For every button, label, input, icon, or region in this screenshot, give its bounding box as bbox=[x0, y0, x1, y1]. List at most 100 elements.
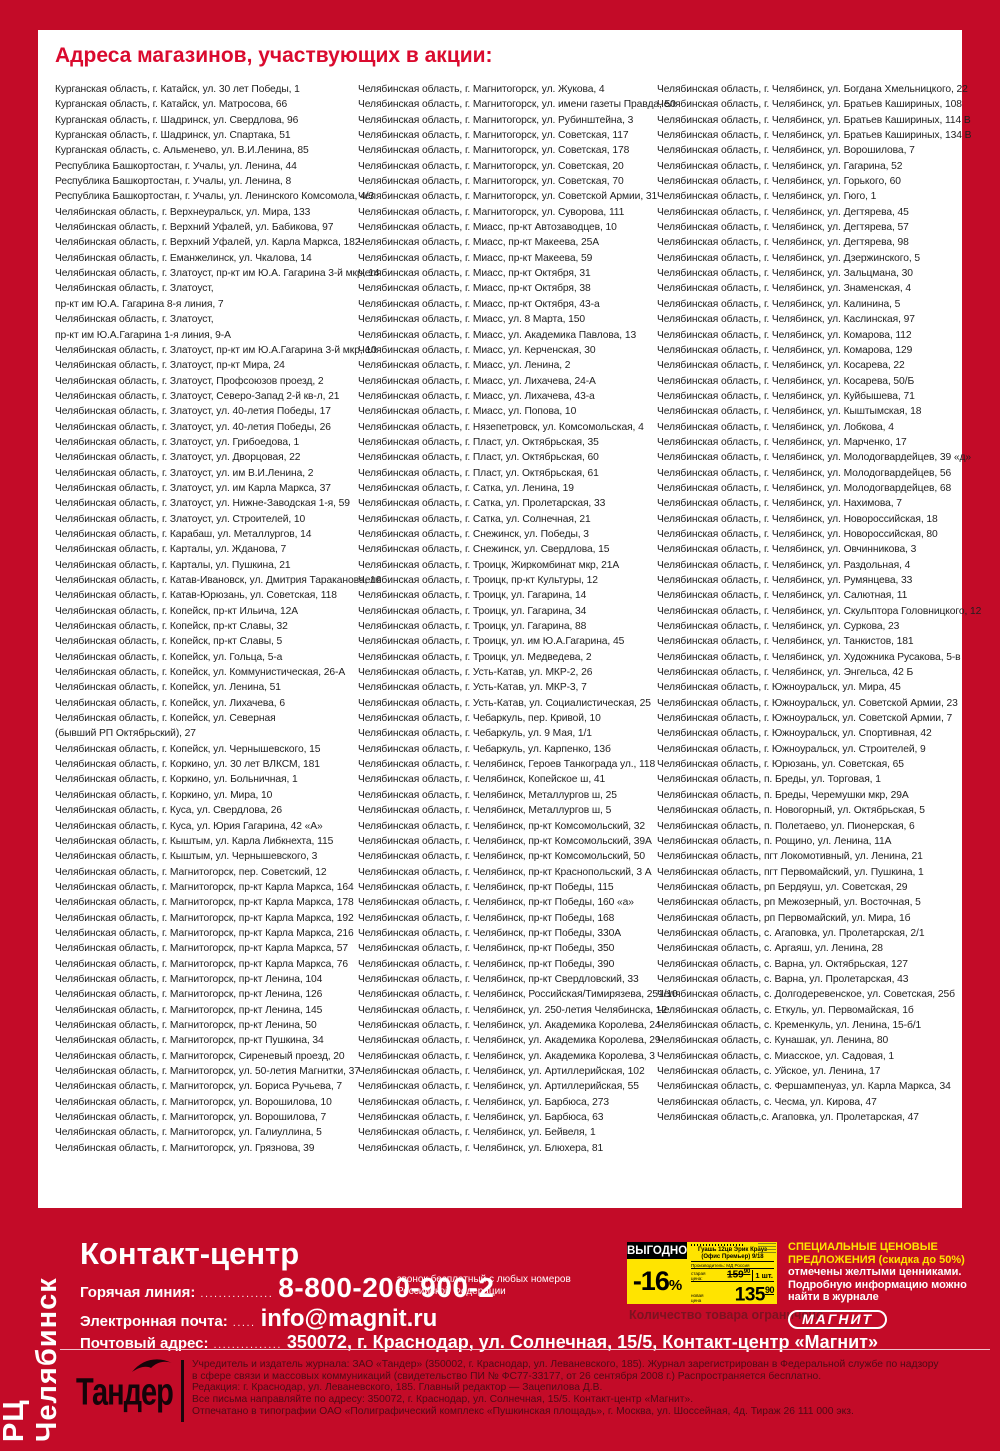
address-column-3-line: Челябинская область, г. Южноуральск, ул.… bbox=[657, 697, 958, 709]
address-column-1-line: Курганская область, с. Альменево, ул. В.… bbox=[55, 145, 309, 157]
legal-text: Учредитель и издатель журнала: ЗАО «Танд… bbox=[192, 1359, 990, 1418]
old-price-value: 15990 bbox=[727, 1269, 751, 1281]
address-column-2-line: Челябинская область, г. Снежинск, ул. По… bbox=[358, 528, 589, 540]
address-column-3-line: Челябинская область, г. Челябинск, ул. М… bbox=[657, 467, 952, 479]
address-column-1-line: Курганская область, г. Катайск, ул. 30 л… bbox=[55, 84, 300, 95]
hotline-label: Горячая линия: bbox=[80, 1284, 196, 1301]
address-column-3-line: Челябинская область, г. Челябинск, ул. К… bbox=[657, 390, 915, 402]
address-column-3-line: Челябинская область, с. Фершампенуаз, ул… bbox=[657, 1081, 951, 1093]
address-column-1-line: Челябинская область, г. Магнитогорск, пр… bbox=[55, 958, 349, 970]
address-column-1-line: Челябинская область, г. Верхний Уфалей, … bbox=[55, 222, 334, 234]
address-column-2-line: Челябинская область, г. Усть-Катав, ул. … bbox=[358, 682, 587, 694]
address-column-3-line: Челябинская область, г. Челябинск, ул. Б… bbox=[657, 114, 971, 126]
address-column-1-line: пр-кт им Ю.А.Гагарина 1-я линия, 9-А bbox=[55, 329, 231, 341]
address-column-3-line: Челябинская область, г. Челябинск, ул. Л… bbox=[657, 421, 894, 433]
address-column-1-line: Челябинская область, г. Магнитогорск, ул… bbox=[55, 1112, 327, 1124]
address-column-2-line: Челябинская область, г. Магнитогорск, ул… bbox=[358, 206, 625, 218]
address-column-2-line: Челябинская область, г. Миасс, пр-кт Окт… bbox=[358, 283, 591, 295]
email-label: Электронная почта: bbox=[80, 1313, 228, 1330]
address-column-1-line: Челябинская область, г. Верхнеуральск, у… bbox=[55, 206, 311, 218]
address-column-1-line: Челябинская область, г. Магнитогорск, Си… bbox=[55, 1050, 345, 1062]
address-column-3-line: Челябинская область, г. Челябинск, ул. К… bbox=[657, 360, 905, 372]
address-column-1-line: Челябинская область, г. Златоуст, ул. Дв… bbox=[55, 452, 301, 464]
address-column-3-line: Челябинская область, с. Кунашак, ул. Лен… bbox=[657, 1035, 889, 1047]
email-row: Электронная почта: ..... info@magnit.ru bbox=[80, 1305, 437, 1333]
address-column-3-line: Челябинская область, г. Челябинск, ул. Д… bbox=[657, 252, 920, 264]
address-column-2-line: Челябинская область, г. Троицк, пр-кт Ку… bbox=[358, 575, 598, 586]
address-column-1-line: Челябинская область, г. Кыштым, ул. Карл… bbox=[55, 835, 334, 847]
address-column-1-line: Челябинская область, г. Златоуст, Северо… bbox=[55, 390, 340, 402]
address-column-1-line: Курганская область, г. Шадринск, ул. Све… bbox=[55, 114, 299, 126]
address-column-2-line: Челябинская область, г. Челябинск, ул. 2… bbox=[358, 1004, 668, 1016]
price-tag-right: Гуашь 12цв Эрик Крауз (Офис Премьер) 9/1… bbox=[687, 1242, 777, 1304]
address-column-2-line: Челябинская область, г. Сатка, ул. Проле… bbox=[358, 498, 606, 510]
address-column-1-line: Челябинская область, г. Копейск, ул. Ком… bbox=[55, 667, 346, 679]
address-column-2-line: Челябинская область, г. Челябинск, Росси… bbox=[358, 989, 678, 1001]
new-price-value: 13590 bbox=[734, 1284, 775, 1305]
contact-center-title: Контакт-центр bbox=[80, 1236, 300, 1271]
address-column-3-line: Челябинская область, п. Новогорный, ул. … bbox=[657, 805, 925, 817]
address-column-1: Курганская область, г. Катайск, ул. 30 л… bbox=[55, 82, 381, 1156]
address-column-3: Челябинская область, г. Челябинск, ул. Б… bbox=[657, 82, 981, 1125]
address-column-3-line: Челябинская область, с. Чесма, ул. Киров… bbox=[657, 1096, 877, 1108]
email-dots: ..... bbox=[232, 1317, 256, 1329]
address-column-1-line: Челябинская область, г. Златоуст, пр-кт … bbox=[55, 360, 285, 372]
address-column-2-line: Челябинская область, г. Троицк, ул. Гага… bbox=[358, 590, 587, 602]
address-column-2-line: Челябинская область, г. Челябинск, пр-кт… bbox=[358, 866, 652, 878]
address-column-1-line: Челябинская область, г. Магнитогорск, пр… bbox=[55, 1035, 324, 1047]
address-column-2-line: Челябинская область, г. Челябинск, ул. А… bbox=[358, 1050, 655, 1062]
address-column-3-line: Челябинская область, г. Юрюзань, ул. Сов… bbox=[657, 759, 904, 771]
address-column-1-line: Челябинская область, г. Кыштым, ул. Черн… bbox=[55, 851, 318, 863]
discount-percent-sign: % bbox=[668, 1276, 682, 1294]
address-column-1-line: Челябинская область, г. Златоуст, bbox=[55, 283, 214, 295]
address-column-1-line: Челябинская область, г. Куса, ул. Юрия Г… bbox=[55, 820, 323, 832]
footer-divider bbox=[60, 1349, 990, 1350]
address-column-3-line: Челябинская область, с. Еткуль, ул. Перв… bbox=[657, 1004, 914, 1016]
address-column-1-line: Челябинская область, г. Златоуст, ул. им… bbox=[55, 482, 331, 494]
address-column-1-line: Челябинская область, г. Магнитогорск, пр… bbox=[55, 912, 354, 924]
address-column-3-line: Челябинская область, г. Челябинск, ул. К… bbox=[657, 298, 901, 310]
address-column-2-line: Челябинская область, г. Миасс, ул. Лихач… bbox=[358, 375, 596, 387]
address-column-1-line: Челябинская область, г. Златоуст, ул. 40… bbox=[55, 421, 331, 433]
address-column-3-line: Челябинская область, г. Челябинск, ул. Н… bbox=[657, 513, 938, 525]
address-column-1-line: Челябинская область, г. Магнитогорск, пр… bbox=[55, 927, 354, 939]
address-column-3-line: Челябинская область, г. Челябинск, ул. Б… bbox=[657, 130, 972, 142]
address-column-3-line: Челябинская область, г. Челябинск, ул. Х… bbox=[657, 651, 961, 663]
address-column-3-line: Челябинская область, г. Челябинск, ул. Э… bbox=[657, 667, 914, 679]
barcode-icon bbox=[691, 1244, 743, 1247]
address-column-2-line: Челябинская область, г. Челябинск, Метал… bbox=[358, 789, 617, 801]
quantity-unit: 1 шт. bbox=[752, 1269, 774, 1281]
address-column-3-line: Челябинская область, п. Бреды, Черемушки… bbox=[657, 789, 909, 801]
address-column-3-line: Челябинская область, г. Челябинск, ул. Т… bbox=[657, 636, 914, 648]
address-column-2-line: Челябинская область, г. Миасс, ул. Попов… bbox=[358, 406, 577, 418]
tander-logo: Тандер bbox=[76, 1358, 176, 1430]
postal-row: Почтовый адрес: ............... 350072, … bbox=[80, 1332, 878, 1353]
address-column-2-line: Челябинская область, г. Чебаркуль, ул. К… bbox=[358, 743, 611, 755]
address-column-2-line: Челябинская область, г. Троицк, ул. Медв… bbox=[358, 651, 592, 663]
address-column-1-line: Челябинская область, г. Копейск, ул. Лих… bbox=[55, 697, 285, 709]
address-column-2-line: Челябинская область, г. Челябинск, Герое… bbox=[358, 759, 656, 771]
address-column-2-line: Челябинская область, г. Челябинск, ул. Б… bbox=[358, 1127, 596, 1139]
address-column-1-line: Челябинская область, г. Златоуст, ул. 40… bbox=[55, 406, 331, 418]
address-column-3-line: Челябинская область, г. Челябинск, ул. М… bbox=[657, 452, 972, 464]
product-name-line2: (Офис Премьер) 9/18 bbox=[701, 1253, 764, 1260]
address-column-3-line: Челябинская область, г. Челябинск, ул. Г… bbox=[657, 191, 877, 203]
address-column-3-line: Челябинская область, г. Челябинск, ул. Р… bbox=[657, 575, 913, 586]
address-column-2-line: Челябинская область, г. Миасс, ул. Керче… bbox=[358, 344, 596, 356]
address-column-3-line: Челябинская область, г. Челябинск, ул. Г… bbox=[657, 176, 901, 188]
address-column-1-line: Челябинская область, г. Коркино, ул. Мир… bbox=[55, 789, 273, 801]
address-column-1-line: Республика Башкортостан, г. Учалы, ул. Л… bbox=[55, 176, 292, 188]
address-column-1-line: Челябинская область, г. Карабаш, ул. Мет… bbox=[55, 528, 312, 540]
legal-text-line: Отпечатано в типографии ОАО «Полиграфиче… bbox=[192, 1405, 854, 1417]
address-column-3-line: Челябинская область, г. Челябинск, ул. Д… bbox=[657, 206, 909, 218]
address-column-2-line: Челябинская область, г. Миасс, ул. Лихач… bbox=[358, 390, 595, 402]
address-column-3-line: Челябинская область, рп Первомайский, ул… bbox=[657, 912, 911, 924]
promo-rest-text: отмечены желтыми ценниками. Подробную ин… bbox=[788, 1266, 967, 1303]
address-column-2-line: Челябинская область, г. Челябинск, Копей… bbox=[358, 774, 606, 786]
address-column-1-line: Челябинская область, г. Магнитогорск, пе… bbox=[55, 866, 327, 878]
address-column-1-line: Челябинская область, г. Магнитогорск, пр… bbox=[55, 897, 354, 909]
address-column-3-line: Челябинская область, п. Бреды, ул. Торго… bbox=[657, 774, 881, 786]
email-address: info@magnit.ru bbox=[260, 1305, 438, 1332]
address-column-2-line: Челябинская область, г. Челябинск, пр-кт… bbox=[358, 973, 639, 985]
